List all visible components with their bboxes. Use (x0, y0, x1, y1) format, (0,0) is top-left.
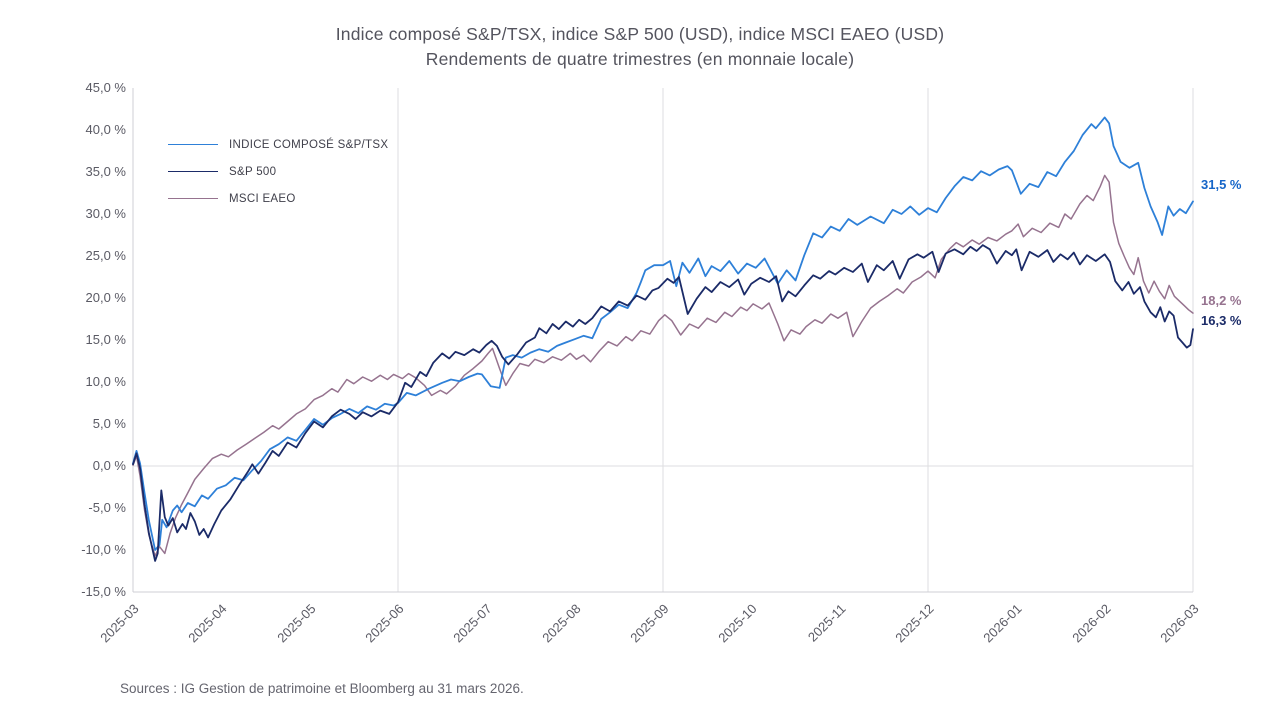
y-tick-label: -5,0 % (88, 500, 126, 515)
legend-line-swatch (168, 171, 218, 172)
legend-line-swatch (168, 198, 218, 199)
y-tick-label: 40,0 % (85, 122, 126, 137)
legend-item: MSCI EAEO (168, 185, 388, 212)
y-tick-label: 20,0 % (85, 290, 126, 305)
chart-title-line2: Rendements de quatre trimestres (en monn… (425, 49, 855, 69)
y-tick-label: 5,0 % (92, 416, 126, 431)
source-caption: Sources : IG Gestion de patrimoine et Bl… (120, 681, 524, 696)
legend-line-swatch (168, 144, 218, 145)
y-tick-label: 15,0 % (85, 332, 126, 347)
chart-legend: INDICE COMPOSÉ S&P/TSX S&P 500 MSCI EAEO (168, 131, 388, 212)
y-tick-label: 10,0 % (85, 374, 126, 389)
series-line-indice-compos-s-p-tsx (132, 116, 1194, 551)
series-line-msci-eaeo (132, 174, 1194, 557)
end-value-label-msci-eaeo: 18,2 % (1201, 293, 1242, 309)
y-tick-label: -10,0 % (81, 542, 126, 557)
legend-label: MSCI EAEO (229, 192, 296, 205)
y-tick-label: 45,0 % (85, 80, 126, 95)
legend-label: S&P 500 (229, 165, 277, 178)
y-tick-label: 35,0 % (85, 164, 126, 179)
y-tick-label: 25,0 % (85, 248, 126, 263)
end-value-label-s-p-500: 16,3 % (1201, 313, 1242, 329)
series-line-s-p-500 (132, 244, 1194, 562)
end-value-label-indice-compos-s-p-tsx: 31,5 % (1201, 177, 1242, 193)
y-tick-label: 0,0 % (92, 458, 126, 473)
legend-label: INDICE COMPOSÉ S&P/TSX (229, 138, 389, 151)
y-tick-label: -15,0 % (81, 584, 126, 599)
y-tick-label: 30,0 % (85, 206, 126, 221)
legend-item: S&P 500 (168, 158, 388, 185)
legend-item: INDICE COMPOSÉ S&P/TSX (168, 131, 388, 158)
chart-title-line1: Indice composé S&P/TSX, indice S&P 500 (… (335, 24, 945, 44)
